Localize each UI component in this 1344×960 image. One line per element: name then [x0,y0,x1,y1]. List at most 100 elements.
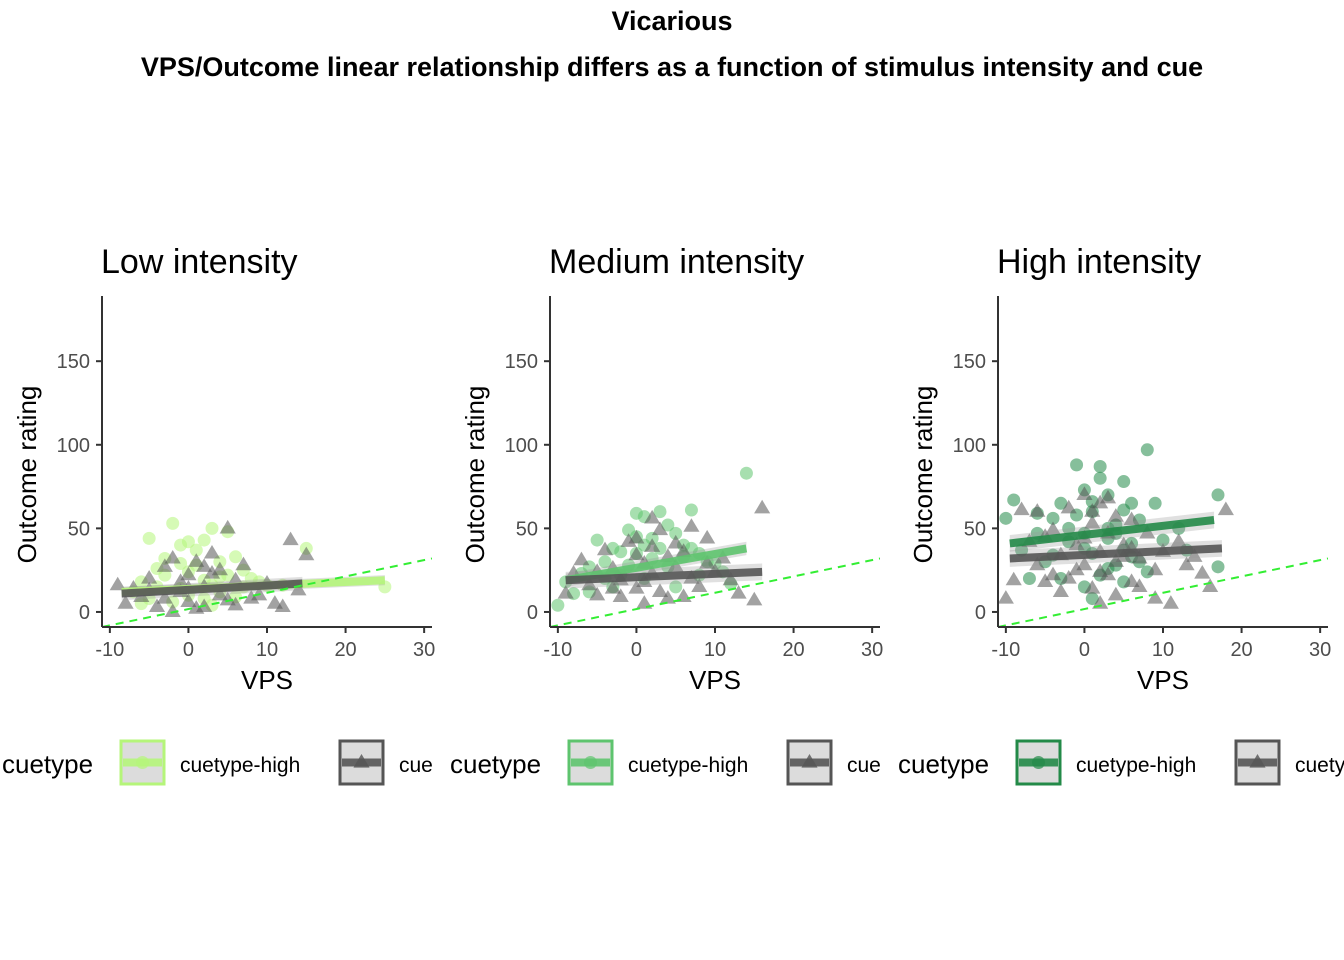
y-tick-label: 50 [516,518,538,540]
x-tick-label: -10 [543,639,572,661]
data-point-circle [1015,543,1029,557]
y-tick-label: 50 [964,518,986,540]
data-point-triangle [1068,536,1085,551]
data-point-triangle [628,529,645,544]
data-point-triangle [1044,566,1062,581]
data-point-circle [1093,460,1107,474]
panel-title: Low intensity [101,243,298,281]
x-axis-title: VPS [1137,665,1189,695]
data-point-triangle [227,596,244,611]
data-point-triangle [667,534,684,549]
data-point-triangle [148,598,166,613]
data-point-triangle [227,571,244,586]
legend-label: cue [847,754,881,777]
x-tick-label: 0 [631,639,642,661]
data-point-triangle [1147,590,1164,604]
data-point-triangle [746,591,763,606]
data-point-triangle [1013,501,1030,516]
data-point-triangle [1076,556,1093,571]
data-point-triangle [156,590,173,604]
data-point-circle [1117,475,1131,489]
data-point-triangle [1084,580,1101,594]
plot-area [550,466,880,627]
data-point-triangle [1092,595,1109,609]
data-point-triangle [1147,561,1164,576]
x-tick-label: 30 [413,639,435,661]
data-point-circle [1007,493,1021,507]
legend-key-triangle [1249,754,1266,768]
data-point-triangle [730,585,747,599]
fit-line [565,544,748,585]
data-point-circle [1093,471,1107,485]
data-point-triangle [714,549,731,564]
data-point-triangle [196,558,213,572]
data-point-circle [999,511,1013,525]
x-tick-label: 0 [1079,639,1090,661]
data-point-triangle [612,588,629,603]
data-point-circle [197,533,211,547]
data-point-triangle [164,549,181,564]
figure-title: Vicarious [611,6,733,36]
data-point-circle [590,533,604,547]
data-point-circle [551,598,565,612]
data-point-triangle [644,509,661,524]
x-tick-label: 20 [334,639,356,661]
data-point-triangle [172,573,189,587]
data-point-triangle [754,499,771,514]
x-tick-label: 10 [704,639,726,661]
x-tick-label: 30 [1309,639,1331,661]
legend: cuetype cuetype-high cue [2,739,433,786]
data-point-triangle [1162,595,1179,609]
x-tick-label: 10 [1152,639,1174,661]
panel-title: Medium intensity [549,243,804,281]
plot-area [998,443,1328,627]
data-point-triangle [298,546,315,561]
x-tick-label: 30 [861,639,883,661]
legend-key-circle [1032,756,1045,769]
data-point-circle [1156,533,1170,547]
data-point-triangle [667,558,684,572]
y-tick-label: 50 [68,518,90,540]
reference-line [998,557,1328,627]
data-point-circle [1211,560,1225,574]
data-point-triangle [651,583,669,597]
y-tick-label: 100 [57,435,90,457]
data-point-triangle [282,531,299,546]
data-point-triangle [156,558,173,572]
fit-line [565,567,763,585]
data-point-triangle [219,519,236,534]
data-point-triangle [1123,511,1140,526]
legend-title: cuetype [2,749,93,779]
y-tick-label: 100 [505,435,538,457]
data-point-circle [1148,496,1162,510]
data-point-triangle [998,590,1014,604]
data-point-triangle [211,561,228,576]
data-point-triangle [691,578,708,592]
reference-line [550,557,880,627]
panel-title: High intensity [997,243,1201,281]
x-tick-label: -10 [991,639,1020,661]
x-tick-label: 20 [1230,639,1252,661]
data-point-circle [1125,496,1139,510]
data-point-triangle [1052,583,1069,597]
data-point-circle [1070,458,1084,472]
data-point-circle [739,466,753,480]
data-point-triangle [675,543,692,557]
y-axis-title: Outcome rating [908,386,938,564]
data-point-triangle [573,551,590,566]
data-point-circle [669,526,683,540]
data-point-triangle [1131,578,1148,592]
x-axis-title: VPS [241,665,293,695]
data-point-triangle [109,576,126,591]
data-point-triangle [1060,570,1077,584]
data-point-triangle [180,593,197,608]
data-point-triangle [1092,494,1109,509]
legend-title: cuetype [898,749,989,779]
y-tick-label: 0 [79,602,90,624]
x-tick-label: -10 [95,639,124,661]
y-tick-label: 150 [505,351,538,373]
data-point-triangle [699,554,716,569]
y-tick-label: 150 [57,351,90,373]
data-point-triangle [1044,521,1062,536]
